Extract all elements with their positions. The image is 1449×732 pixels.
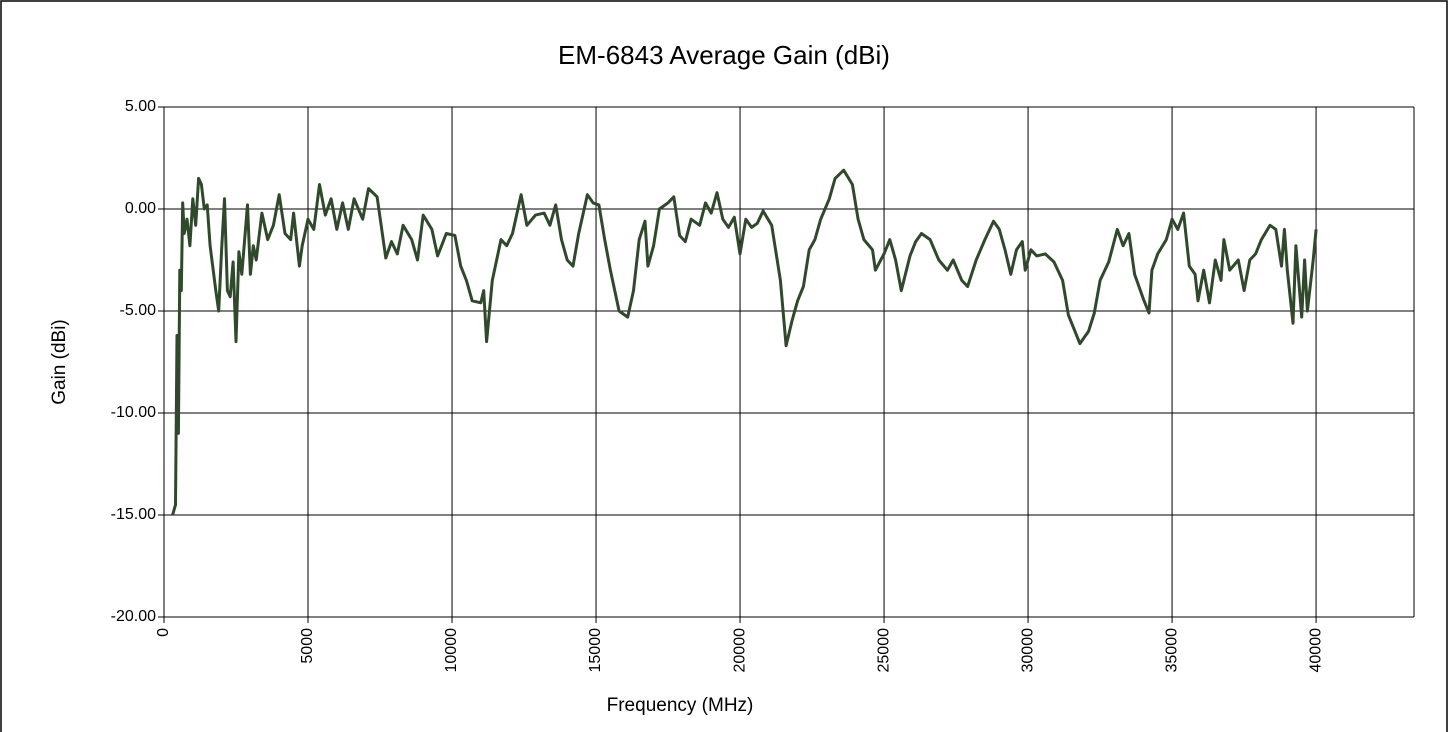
x-tick-label: 10000	[443, 628, 460, 673]
x-tick-label: 40000	[1307, 628, 1324, 673]
y-tick-label: -20.00	[111, 608, 156, 625]
x-tick-label: 25000	[875, 628, 892, 673]
y-axis-label: Gain (dBi)	[49, 319, 70, 405]
x-tick-label: 5000	[299, 628, 316, 664]
x-tick-label: 20000	[731, 628, 748, 673]
y-tick-label: -10.00	[111, 404, 156, 421]
y-tick-label: 0.00	[125, 200, 156, 217]
chart-title: EM-6843 Average Gain (dBi)	[558, 40, 890, 70]
x-axis-label: Frequency (MHz)	[607, 695, 754, 716]
y-tick-label: -5.00	[120, 302, 157, 319]
x-tick-label: 0	[155, 628, 172, 637]
y-tick-label: -15.00	[111, 506, 156, 523]
y-tick-label: 5.00	[125, 98, 156, 115]
data-line	[171, 168, 1318, 516]
x-tick-label: 30000	[1019, 628, 1036, 673]
x-tick-label: 15000	[587, 628, 604, 673]
x-tick-label: 35000	[1163, 628, 1180, 673]
